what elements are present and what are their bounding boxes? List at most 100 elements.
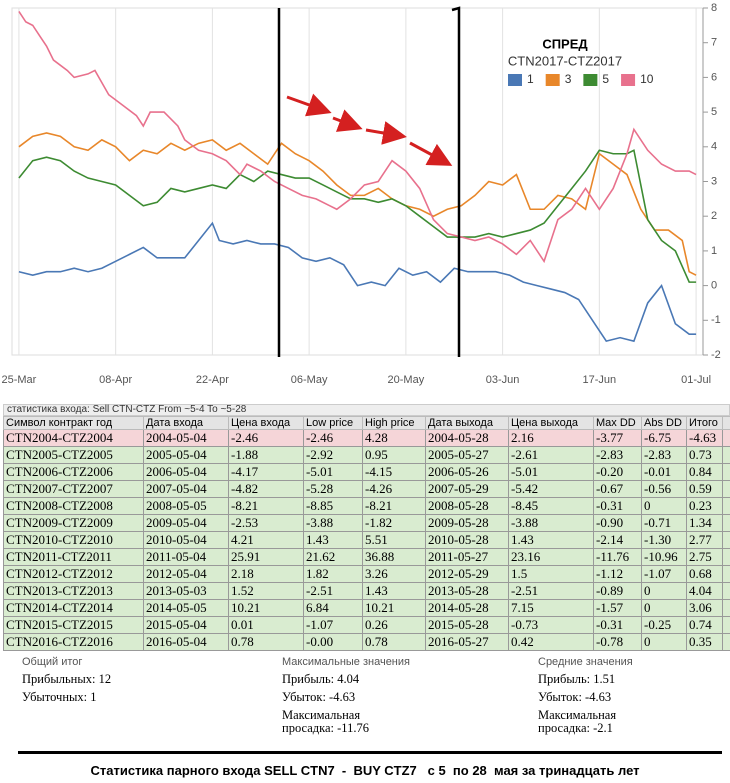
table-row: CTN2012-CTZ2012 2012-05-04 2.18 1.82 3.26 201…: [3, 565, 730, 583]
cell: 2016-05-04: [143, 633, 229, 651]
cell: 2004-05-04: [143, 429, 229, 447]
cell: 10.21: [362, 599, 426, 617]
chart-title: СПРЕД: [542, 36, 588, 51]
cell: 2015-05-28: [425, 616, 509, 634]
cell: -5.01: [508, 463, 594, 481]
cell: -3.88: [508, 514, 594, 532]
cell: 2014-05-05: [143, 599, 229, 617]
cell-cut: [722, 599, 730, 617]
x-tick-label: 08-Apr: [99, 374, 132, 386]
summary-item: Прибыльных: 12: [22, 672, 112, 686]
cell: CTN2007-CTZ2007: [3, 480, 144, 498]
cell: CTN2009-CTZ2009: [3, 514, 144, 532]
cell: 2008-05-28: [425, 497, 509, 515]
cell: CTN2010-CTZ2010: [3, 531, 144, 549]
summary-item: Прибыль: 4.04: [282, 672, 360, 686]
cell: 2016-05-27: [425, 633, 509, 651]
cell: 0.74: [686, 616, 723, 634]
x-tick-label: 03-Jun: [486, 374, 520, 386]
legend: 1 3 5 10: [508, 72, 654, 86]
summary-title: Максимальные значения: [282, 656, 410, 668]
cell: 5.51: [362, 531, 426, 549]
cell: 2011-05-27: [425, 548, 509, 566]
cell: 2.77: [686, 531, 723, 549]
cell: -5.28: [303, 480, 363, 498]
x-tick-label: 17-Jun: [583, 374, 617, 386]
y-tick-label: 5: [711, 106, 717, 118]
cell: 0.42: [508, 633, 594, 651]
legend-swatch: [508, 74, 522, 86]
y-tick-label: 1: [711, 245, 717, 257]
cell: -2.61: [508, 446, 594, 464]
cell: -5.01: [303, 463, 363, 481]
cell: 0.73: [686, 446, 723, 464]
cell: 0.78: [228, 633, 304, 651]
cell: -1.88: [228, 446, 304, 464]
cell-cut: [722, 565, 730, 583]
cell: 2.75: [686, 548, 723, 566]
cell: CTN2014-CTZ2014: [3, 599, 144, 617]
column-header: Цена входа: [228, 416, 304, 430]
cell: -1.12: [593, 565, 642, 583]
cell: 0: [641, 582, 687, 600]
cell: 1.43: [303, 531, 363, 549]
column-header: Low price: [303, 416, 363, 430]
cell: -4.63: [686, 429, 723, 447]
caption: Статистика парного входа SELL CTN7 - BUY…: [90, 763, 640, 778]
cell: CTN2013-CTZ2013: [3, 582, 144, 600]
table-row: CTN2005-CTZ2005 2005-05-04 -1.88 -2.92 0.95 2…: [3, 446, 730, 464]
table-title: статистика входа: Sell CTN-CTZ From ~5-4…: [3, 404, 730, 416]
cell: 0.84: [686, 463, 723, 481]
summary-title: Общий итог: [22, 656, 83, 668]
cell: 0.95: [362, 446, 426, 464]
cell: 2013-05-28: [425, 582, 509, 600]
cell: -8.21: [228, 497, 304, 515]
cell: CTN2012-CTZ2012: [3, 565, 144, 583]
cell: -0.31: [593, 497, 642, 515]
table: Символ контракт год Дата входа Цена входа L…: [3, 416, 730, 651]
cell: 0.68: [686, 565, 723, 583]
x-tick-label: 25-Mar: [1, 374, 36, 386]
cell: 4.04: [686, 582, 723, 600]
cell: -4.17: [228, 463, 304, 481]
summary-item: Максимальная просадка: -11.76: [282, 708, 369, 735]
y-tick-label: 8: [711, 2, 717, 14]
table-row: CTN2011-CTZ2011 2011-05-04 25.91 21.62 36.88…: [3, 548, 730, 566]
cell: 2010-05-04: [143, 531, 229, 549]
cell-cut: [722, 633, 730, 651]
cell: -0.73: [508, 616, 594, 634]
cell-cut: [722, 497, 730, 515]
cell: 1.34: [686, 514, 723, 532]
lines: [18, 11, 697, 343]
cell: 23.16: [508, 548, 594, 566]
cell-cut: [722, 514, 730, 532]
cell: -0.01: [641, 463, 687, 481]
cell: -2.46: [303, 429, 363, 447]
table-row: CTN2007-CTZ2007 2007-05-04 -4.82 -5.28 -4.26…: [3, 480, 730, 498]
cell: -2.51: [303, 582, 363, 600]
cell: 0: [641, 633, 687, 651]
cell: -11.76: [593, 548, 642, 566]
column-header: Итого: [686, 416, 723, 430]
cell: CTN2005-CTZ2005: [3, 446, 144, 464]
series-line: [18, 132, 697, 276]
legend-label: 5: [602, 72, 609, 86]
grid: 25-Mar 08-Apr 22-Apr 06-May 20-May 03-Jun 17-J…: [1, 2, 720, 386]
legend-label: 10: [640, 72, 654, 86]
cell: -1.30: [641, 531, 687, 549]
cell: -2.14: [593, 531, 642, 549]
cell: 2014-05-28: [425, 599, 509, 617]
cell-cut: [722, 582, 730, 600]
cell: 21.62: [303, 548, 363, 566]
cell: 0.35: [686, 633, 723, 651]
column-header: Символ контракт год: [3, 416, 144, 430]
summary-group: Общий итог Прибыльных: 12 Убыточных: 1: [22, 656, 172, 709]
summary-group: Максимальные значения Прибыль: 4.04 Убыток…: [282, 656, 432, 740]
table-row: CTN2014-CTZ2014 2014-05-05 10.21 6.84 10.21 2…: [3, 599, 730, 617]
summary-title: Средние значения: [538, 656, 633, 668]
legend-swatch: [583, 74, 598, 86]
cell: 2013-05-03: [143, 582, 229, 600]
legend-label: 1: [527, 72, 534, 86]
cell: 4.28: [362, 429, 426, 447]
cell: 2005-05-27: [425, 446, 509, 464]
